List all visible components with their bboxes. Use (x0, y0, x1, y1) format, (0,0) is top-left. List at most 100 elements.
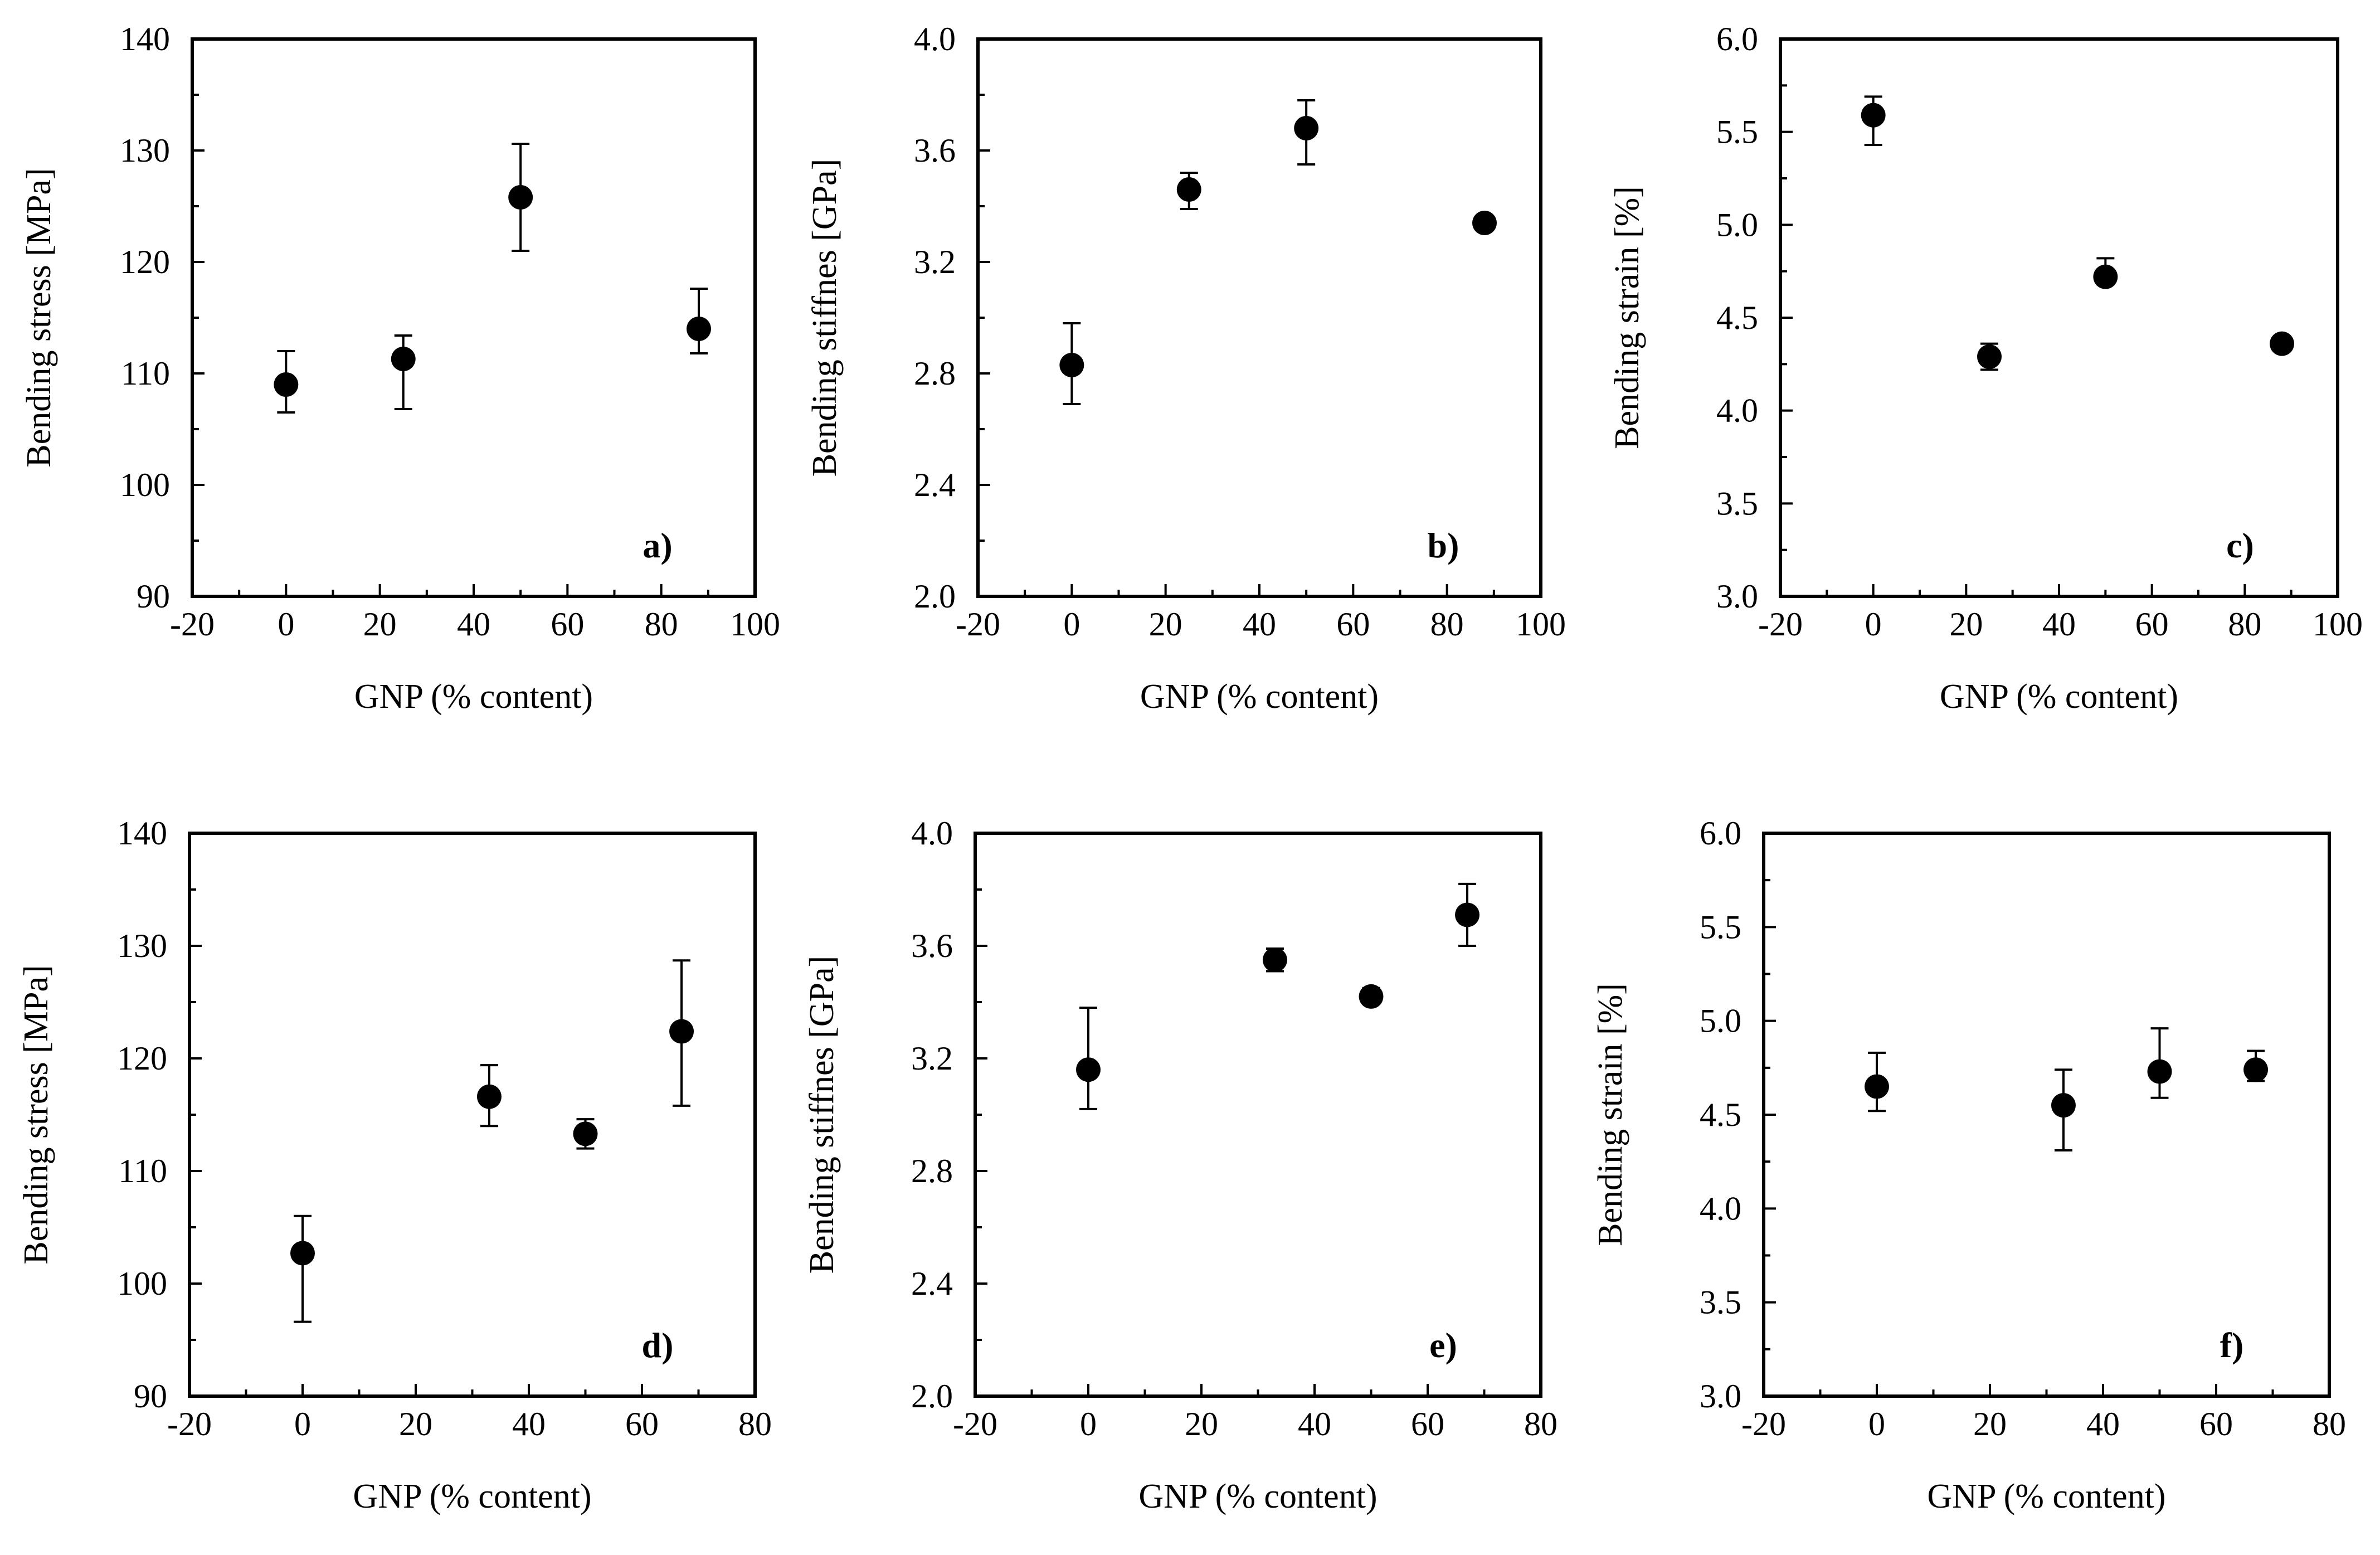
y-axis-title-b: Bending stiffnes [GPa] (806, 159, 844, 477)
y-tick-label-d: 110 (118, 1153, 167, 1189)
x-tick-label-d: 60 (625, 1406, 659, 1442)
x-tick-label-e: 60 (1411, 1406, 1444, 1442)
x-tick-label-d: 20 (399, 1406, 432, 1442)
y-tick-label-a: 140 (120, 21, 170, 57)
panel-a: -20 0 20 40 60 80 100 90 100 110 120 130 140 GNP (% c… (20, 21, 780, 716)
x-tick-label-f: 20 (1973, 1406, 2007, 1442)
panel-e: -20 0 20 40 60 80 2.0 2.4 2.8 3.2 3.6 4.0 GNP (% con… (803, 815, 1558, 1515)
data-point-e-3 (1455, 902, 1480, 927)
x-tick-label-b: -20 (956, 606, 1000, 643)
y-tick-label-f: 4.0 (1700, 1190, 1741, 1227)
panel-label-d: d) (642, 1325, 674, 1365)
y-tick-label-b: 2.8 (914, 355, 956, 392)
x-tick-label-a: 60 (551, 606, 584, 643)
x-axis-title-d: GNP (% content) (353, 1478, 591, 1515)
y-tick-label-f: 3.5 (1700, 1284, 1741, 1321)
y-axis-title-c: Bending strain [%] (1608, 186, 1646, 449)
data-point-d-1 (476, 1084, 502, 1109)
y-tick-label-e: 2.4 (911, 1265, 953, 1302)
x-tick-label-f: -20 (1741, 1406, 1786, 1442)
x-axis-title-b: GNP (% content) (1140, 678, 1379, 716)
panel-d: -20 0 20 40 60 80 90 100 110 120 130 140 GNP (% cont… (17, 815, 772, 1515)
plot-area-frame-d (188, 832, 757, 1398)
data-point-f-0 (1865, 1074, 1889, 1099)
y-tick-label-d: 120 (117, 1040, 167, 1077)
x-tick-label-d: 80 (738, 1406, 772, 1442)
y-tick-label-e: 4.0 (911, 815, 953, 852)
x-tick-label-b: 80 (1430, 606, 1464, 643)
x-tick-label-f: 40 (2086, 1406, 2120, 1442)
y-tick-label-b: 4.0 (914, 21, 956, 57)
panel-f: -20 0 20 40 60 80 3.0 3.5 4.0 4.5 5.0 5.5 6.0 GNP (% … (1591, 815, 2346, 1515)
data-point-f-2 (2147, 1059, 2172, 1084)
x-tick-label-d: 40 (512, 1406, 546, 1442)
data-point-f-3 (2243, 1057, 2269, 1082)
y-tick-label-b: 3.2 (914, 244, 956, 280)
y-axis-title-d: Bending stress [MPa] (17, 965, 55, 1264)
y-tick-label-e: 3.2 (911, 1040, 953, 1077)
y-axis-title-f: Bending strain [%] (1591, 983, 1629, 1246)
y-tick-label-c: 5.5 (1716, 114, 1758, 150)
data-point-a-1 (391, 347, 416, 371)
y-tick-label-c: 4.5 (1716, 299, 1758, 336)
x-tick-label-c: 20 (1949, 606, 1983, 643)
x-tick-label-c: -20 (1758, 606, 1803, 643)
panel-label-c: c) (2226, 526, 2254, 565)
panel-label-b: b) (1428, 526, 1459, 565)
x-tick-label-e: 40 (1298, 1406, 1331, 1442)
panel-label-f: f) (2220, 1325, 2244, 1365)
x-tick-label-c: 0 (1865, 606, 1882, 643)
x-tick-label-b: 100 (1516, 606, 1566, 643)
plot-area-frame-a (191, 37, 757, 598)
x-tick-label-a: 80 (645, 606, 678, 643)
y-tick-label-f: 6.0 (1700, 815, 1741, 852)
data-point-d-0 (290, 1241, 315, 1266)
y-tick-label-c: 6.0 (1716, 21, 1758, 57)
y-tick-label-a: 120 (120, 244, 170, 280)
data-point-a-2 (508, 185, 533, 210)
y-tick-label-f: 5.0 (1700, 1003, 1741, 1039)
y-tick-label-b: 2.4 (914, 466, 956, 503)
y-tick-label-c: 3.0 (1716, 578, 1758, 615)
x-axis-title-e: GNP (% content) (1138, 1478, 1377, 1515)
data-point-f-1 (2051, 1093, 2076, 1118)
y-axis-title-a: Bending stress [MPa] (20, 168, 58, 467)
x-tick-label-f: 0 (1868, 1406, 1885, 1442)
y-tick-label-d: 90 (134, 1378, 167, 1415)
data-point-e-2 (1359, 984, 1384, 1009)
x-tick-label-a: -20 (170, 606, 215, 643)
x-tick-label-a: 0 (278, 606, 294, 643)
data-point-a-0 (274, 372, 299, 397)
data-point-c-1 (1977, 344, 2002, 369)
y-tick-label-f: 4.5 (1700, 1096, 1741, 1133)
data-point-b-1 (1176, 177, 1201, 202)
y-tick-label-c: 4.0 (1716, 392, 1758, 429)
data-point-e-0 (1076, 1057, 1101, 1082)
y-tick-label-a: 130 (120, 132, 170, 169)
x-tick-label-b: 40 (1243, 606, 1276, 643)
x-tick-label-d: -20 (167, 1406, 212, 1442)
y-tick-label-f: 5.5 (1700, 908, 1741, 945)
x-tick-label-e: -20 (953, 1406, 997, 1442)
x-tick-label-d: 0 (294, 1406, 311, 1442)
plot-area-frame-b (976, 37, 1542, 598)
data-point-d-2 (573, 1121, 598, 1146)
y-tick-label-b: 2.0 (914, 578, 956, 615)
data-point-c-0 (1861, 103, 1886, 128)
x-tick-label-a: 20 (363, 606, 397, 643)
panel-c: -20 0 20 40 60 80 100 3.0 3.5 4.0 4.5 5.0 5.5 6.0 GNP … (1608, 21, 2363, 716)
data-point-b-2 (1294, 116, 1319, 140)
panel-label-e: e) (1429, 1325, 1457, 1365)
data-point-d-3 (669, 1019, 694, 1044)
y-tick-label-e: 3.6 (911, 927, 953, 964)
x-tick-label-a: 100 (730, 606, 780, 643)
x-tick-label-c: 80 (2228, 606, 2261, 643)
y-axis-title-e: Bending stiffnes [GPa] (803, 956, 841, 1274)
x-tick-label-e: 0 (1080, 1406, 1097, 1442)
data-point-e-1 (1262, 947, 1287, 973)
y-tick-label-a: 90 (137, 578, 170, 615)
y-tick-label-e: 2.0 (911, 1378, 953, 1415)
x-tick-label-c: 100 (2313, 606, 2363, 643)
x-tick-label-e: 80 (1524, 1406, 1558, 1442)
